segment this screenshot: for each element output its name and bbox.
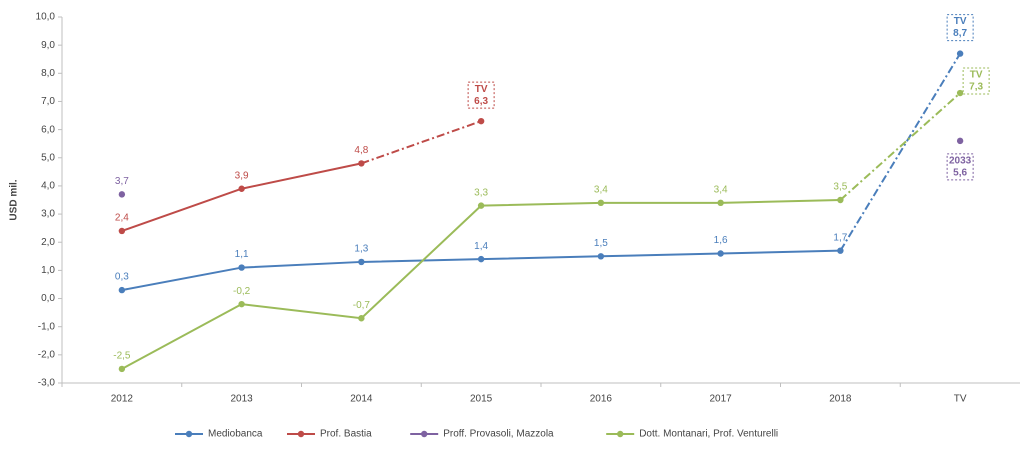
value-label: 1,1 xyxy=(235,249,249,260)
value-label: -2,5 xyxy=(113,351,131,362)
point xyxy=(597,199,605,207)
y-tick-label: -2,0 xyxy=(38,349,56,360)
value-label: 1,6 xyxy=(714,235,728,246)
y-tick-label: 4,0 xyxy=(41,181,55,192)
label-box xyxy=(962,67,990,95)
box-title: TV xyxy=(970,70,983,81)
label-box xyxy=(946,14,974,42)
series-line xyxy=(121,199,841,370)
box-title: 2033 xyxy=(949,156,972,167)
x-tick-label: 2017 xyxy=(710,394,733,405)
value-label: 1,3 xyxy=(354,244,368,255)
value-label: 1,5 xyxy=(594,238,608,249)
y-tick-label: 7,0 xyxy=(41,96,55,107)
y-tick-label: 3,0 xyxy=(41,209,55,220)
value-label: 3,3 xyxy=(474,187,488,198)
legend-marker xyxy=(297,430,305,438)
value-label: 3,7 xyxy=(115,176,129,187)
point xyxy=(837,247,844,254)
x-tick-label: 2015 xyxy=(470,394,493,405)
point xyxy=(717,250,724,257)
y-tick-label: 6,0 xyxy=(41,124,55,135)
x-tick-label: 2016 xyxy=(590,394,613,405)
y-tick-label: 1,0 xyxy=(41,265,55,276)
value-label: 4,8 xyxy=(354,145,368,156)
x-tick-label: 2012 xyxy=(111,394,134,405)
legend-marker xyxy=(185,430,193,438)
value-label: 7,3 xyxy=(969,82,983,93)
point xyxy=(956,137,964,145)
y-tick-label: 0,0 xyxy=(41,293,55,304)
y-axis-title: USD mil. xyxy=(9,179,20,220)
x-tick-label: TV xyxy=(954,394,967,405)
point xyxy=(477,202,485,209)
y-tick-label: 9,0 xyxy=(41,40,55,51)
point xyxy=(238,264,245,271)
y-tick-label: 10,0 xyxy=(36,12,56,23)
legend-marker xyxy=(617,430,624,438)
y-tick-label: 5,0 xyxy=(41,152,55,163)
legend-label: Dott. Montanari, Prof. Venturelli xyxy=(639,429,778,440)
point xyxy=(837,196,844,204)
point xyxy=(717,199,724,207)
point xyxy=(477,255,485,263)
legend-label: Proff. Provasoli, Mazzola xyxy=(443,429,554,440)
y-tick-label: -1,0 xyxy=(38,321,56,332)
projection-line xyxy=(361,120,482,165)
point xyxy=(238,185,245,192)
value-label: 3,5 xyxy=(833,182,847,193)
legend-label: Mediobanca xyxy=(208,429,263,440)
projection-line xyxy=(839,92,961,201)
label-box xyxy=(946,153,974,181)
legend-label: Prof. Bastia xyxy=(320,429,372,440)
point xyxy=(238,300,245,308)
point xyxy=(358,258,365,266)
point xyxy=(597,253,605,260)
point xyxy=(358,160,365,167)
value-label: 1,7 xyxy=(833,232,847,243)
label-box xyxy=(467,81,495,109)
y-tick-label: 2,0 xyxy=(41,237,55,248)
box-title: TV xyxy=(475,84,488,95)
x-tick-label: 2014 xyxy=(350,394,373,405)
y-tick-label: 8,0 xyxy=(41,68,55,79)
point xyxy=(956,89,964,97)
point xyxy=(477,117,485,125)
value-label: 1,4 xyxy=(474,241,488,252)
point xyxy=(358,315,365,322)
value-label: 3,4 xyxy=(594,184,608,195)
value-label: 0,3 xyxy=(115,272,129,283)
projection-line xyxy=(839,53,961,252)
value-label: -0,2 xyxy=(233,286,251,297)
value-label: -0,7 xyxy=(353,300,371,311)
point xyxy=(118,286,126,294)
box-title: TV xyxy=(954,16,967,27)
value-label: 3,9 xyxy=(235,170,249,181)
x-tick-label: 2018 xyxy=(829,394,852,405)
point xyxy=(118,365,126,373)
legend-marker xyxy=(421,430,428,438)
value-label: 5,6 xyxy=(953,168,967,179)
x-tick-label: 2013 xyxy=(231,394,254,405)
y-tick-label: -3,0 xyxy=(38,378,56,389)
value-label: 6,3 xyxy=(474,96,488,107)
point xyxy=(118,227,126,235)
value-label: 8,7 xyxy=(953,28,967,39)
value-label: 3,4 xyxy=(714,184,728,195)
value-label: 2,4 xyxy=(115,213,129,224)
point xyxy=(956,50,964,57)
point xyxy=(118,191,126,198)
